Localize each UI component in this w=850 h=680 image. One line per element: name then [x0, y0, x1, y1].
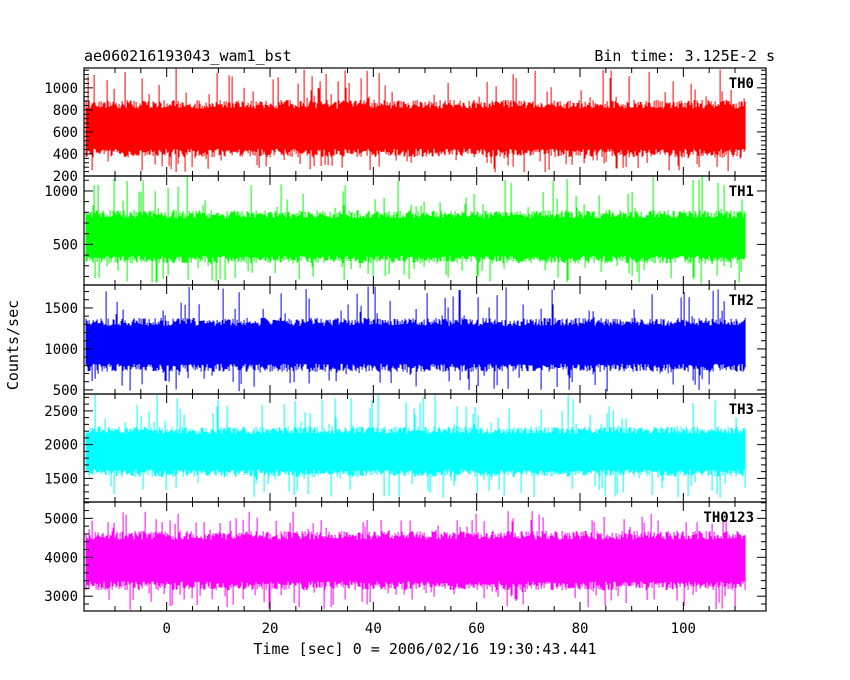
panel-th2: 500 1000 1500 TH2 — [44, 284, 767, 399]
panel-th3: 1500 2000 2500 TH3 — [44, 393, 767, 503]
y-tick-label: 600 — [53, 125, 78, 141]
x-tick-label: 20 — [262, 621, 279, 637]
panel-label-th3: TH3 — [729, 402, 754, 418]
y-tick-label: 4000 — [44, 550, 78, 566]
y-tick-label: 5000 — [44, 511, 78, 527]
y-tick-label: 1000 — [44, 81, 78, 97]
x-tick-label: 40 — [365, 621, 382, 637]
y-tick-label: 1000 — [44, 342, 78, 358]
panel-label-th0: TH0 — [729, 76, 754, 92]
panel-label-th2: TH2 — [729, 293, 754, 309]
y-tick-label: 500 — [53, 237, 78, 253]
x-tick-label: 0 — [162, 621, 170, 637]
panel-label-th1: TH1 — [729, 184, 754, 200]
y-tick-label: 1500 — [44, 301, 78, 317]
series-th3-line — [85, 395, 746, 498]
y-tick-label: 2500 — [44, 404, 78, 420]
series-th2-line — [85, 286, 746, 392]
panels-group: 200 400 600 800 1000 TH0 500 1000 TH1 500 1000 1500… — [44, 67, 767, 612]
panel-th0123: 3000 4000 5000 TH0123 — [44, 501, 767, 612]
x-tick-label: 60 — [468, 621, 485, 637]
x-tick-label: 100 — [671, 621, 696, 637]
bin-time-label: Bin time: 3.125E-2 s — [594, 47, 775, 65]
series-th1-line — [85, 176, 746, 284]
y-tick-label: 800 — [53, 103, 78, 119]
panel-label-th0123: TH0123 — [703, 510, 754, 526]
y-tick-label: 3000 — [44, 589, 78, 605]
x-tick-labels: 0 20 40 60 80 100 — [162, 621, 696, 637]
y-tick-label: 500 — [53, 383, 78, 399]
y-tick-label: 1000 — [44, 184, 78, 200]
x-axis-label: Time [sec] 0 = 2006/02/16 19:30:43.441 — [253, 640, 596, 658]
series-th0-line — [85, 68, 746, 173]
chart-title: ae060216193043_wam1_bst — [84, 47, 292, 65]
y-axis-label: Counts/sec — [4, 300, 22, 390]
y-tick-label: 2000 — [44, 438, 78, 454]
y-tick-label: 400 — [53, 147, 78, 163]
series-th0123-line — [85, 511, 746, 610]
y-tick-label: 200 — [53, 169, 78, 185]
panel-th1: 500 1000 TH1 — [44, 175, 767, 286]
x-tick-label: 80 — [572, 621, 589, 637]
y-tick-label: 1500 — [44, 471, 78, 487]
panel-th0: 200 400 600 800 1000 TH0 — [44, 67, 767, 185]
